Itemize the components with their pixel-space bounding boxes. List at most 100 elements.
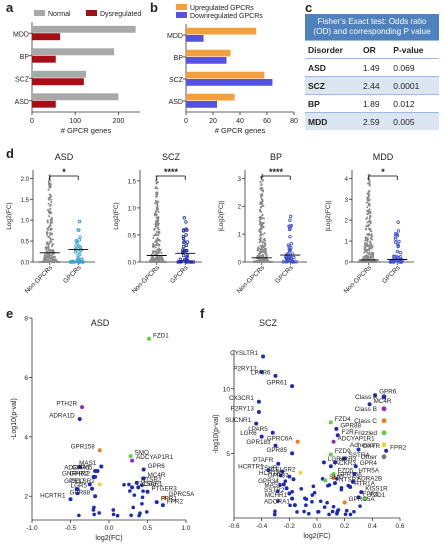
point-label: ADORA1 <box>264 499 290 506</box>
legend-label: Class A <box>355 394 378 401</box>
data-point <box>49 185 52 188</box>
header-or: OR <box>360 40 391 59</box>
significance-label: * <box>381 167 385 177</box>
data-point <box>253 260 256 263</box>
data-point <box>266 258 269 261</box>
point-label: HCRTR1 <box>238 464 264 471</box>
data-point <box>258 241 261 244</box>
y-tick-label: 2 <box>24 494 28 501</box>
data-point <box>289 242 293 246</box>
data-point <box>50 253 53 256</box>
data-point <box>273 443 278 448</box>
data-point <box>152 236 155 239</box>
significance-label: **** <box>269 167 284 177</box>
data-point <box>45 243 48 246</box>
data-point <box>363 248 366 251</box>
bar <box>186 49 231 57</box>
data-point <box>49 207 52 210</box>
data-point <box>160 503 165 508</box>
data-point <box>339 485 344 490</box>
table-row: ASD 1.49 0.069 <box>305 58 439 77</box>
data-point <box>150 258 153 261</box>
data-point <box>350 479 355 484</box>
data-point <box>259 202 262 205</box>
data-point <box>259 247 262 250</box>
data-point <box>52 252 55 255</box>
point-label: CELSR2 <box>271 466 296 473</box>
data-point <box>254 421 259 426</box>
data-point <box>87 482 92 487</box>
data-point <box>49 250 52 253</box>
data-point <box>290 384 295 389</box>
data-point <box>41 260 44 263</box>
data-point <box>367 182 370 185</box>
data-point <box>45 253 48 256</box>
y-tick-label: 0.0 <box>128 261 137 267</box>
data-point <box>384 448 389 453</box>
data-point <box>295 439 300 444</box>
data-point <box>260 183 263 186</box>
data-point <box>369 241 372 244</box>
data-point <box>261 233 264 236</box>
data-point <box>155 206 158 209</box>
data-point <box>128 454 133 459</box>
legend-swatch <box>176 4 187 10</box>
data-point <box>259 434 264 439</box>
data-point <box>328 464 333 469</box>
data-point <box>158 231 161 234</box>
data-point <box>257 260 260 263</box>
point-label: GPR6 <box>148 463 166 470</box>
table-header-row: Disorder OR P-value <box>305 40 439 59</box>
data-point <box>373 393 378 398</box>
data-point <box>261 257 264 260</box>
data-point <box>49 210 52 213</box>
legend-label: Class B <box>355 406 377 413</box>
data-point <box>131 505 135 510</box>
x-tick-label: -1.0 <box>26 525 38 532</box>
data-point <box>49 183 52 186</box>
data-point <box>344 508 349 513</box>
data-point <box>299 486 304 491</box>
y-tick-label: 0.5 <box>128 233 137 239</box>
bar <box>32 48 115 56</box>
data-point <box>47 198 50 201</box>
category-label: ASD <box>15 99 29 106</box>
data-point <box>365 217 368 220</box>
point-label: FPR2 <box>390 444 407 451</box>
data-point <box>128 489 132 493</box>
legend-swatch <box>176 12 187 18</box>
data-point <box>122 482 126 487</box>
y-tick-label: 6 <box>24 375 28 382</box>
data-point <box>261 240 264 243</box>
data-point <box>130 485 135 490</box>
data-point <box>257 252 260 255</box>
data-point <box>359 490 364 495</box>
data-point <box>310 493 315 497</box>
data-point <box>181 234 186 239</box>
data-point <box>49 204 52 207</box>
data-point <box>93 474 98 479</box>
data-point <box>259 187 262 190</box>
data-point <box>48 215 51 218</box>
data-point <box>156 222 159 225</box>
point-label: FPR2 <box>167 499 184 506</box>
data-point <box>182 216 186 220</box>
data-point <box>93 494 98 499</box>
legend-label: Downregulated GPCRs <box>190 13 263 20</box>
data-point <box>264 258 267 261</box>
data-point <box>259 257 262 260</box>
data-point <box>352 509 356 514</box>
y-tick-label: 1.0 <box>21 219 30 225</box>
data-point <box>147 336 152 341</box>
data-point <box>97 511 102 515</box>
bar <box>186 79 273 86</box>
point-label: MCHR1 <box>265 492 288 499</box>
data-point <box>259 244 262 247</box>
data-point <box>95 468 100 473</box>
data-point <box>261 179 264 182</box>
data-point <box>364 236 367 239</box>
data-point <box>366 209 369 212</box>
data-point <box>154 253 157 256</box>
